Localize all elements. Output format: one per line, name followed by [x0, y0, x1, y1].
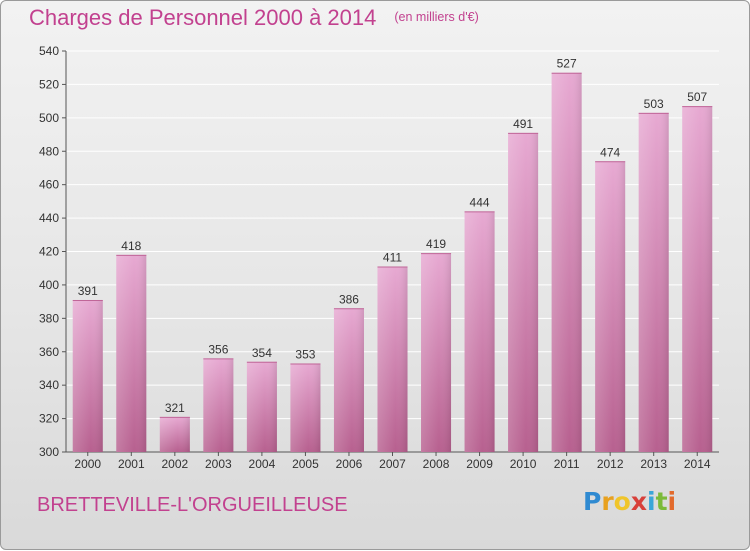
x-tick-label: 2000	[74, 457, 101, 471]
logo-letter: t	[655, 487, 668, 516]
data-label: 507	[687, 90, 707, 104]
bar-shading	[638, 112, 669, 452]
data-label: 474	[600, 145, 620, 159]
logo-letter: x	[630, 487, 647, 516]
logo-letter: o	[613, 487, 631, 516]
data-labels: 391 418 321 356 354 353 386 411 419 444 491 527 474 5…	[78, 57, 708, 415]
y-tick-label: 400	[39, 278, 59, 292]
x-tick-label: 2002	[161, 457, 188, 471]
x-tick-label: 2003	[205, 457, 232, 471]
x-tick-label: 2001	[118, 457, 145, 471]
bar-shading	[333, 308, 364, 452]
data-label: 419	[426, 237, 446, 251]
y-tick-label: 360	[39, 345, 59, 359]
data-label: 354	[252, 346, 272, 360]
data-label: 356	[208, 342, 228, 356]
y-tick-label: 320	[39, 412, 59, 426]
bar-shading	[290, 363, 321, 452]
y-tick-label: 300	[39, 445, 59, 459]
y-tick-label: 440	[39, 211, 59, 225]
x-tick-label: 2006	[336, 457, 363, 471]
data-label: 353	[295, 347, 315, 361]
x-tick-label: 2008	[423, 457, 450, 471]
y-tick-label: 540	[39, 44, 59, 58]
bars	[72, 72, 713, 453]
y-tick-label: 500	[39, 111, 59, 125]
title-block: Charges de Personnel 2000 à 2014 (en mil…	[29, 5, 479, 31]
data-label: 491	[513, 117, 533, 131]
logo-letter: i	[647, 487, 656, 516]
bar-shading	[464, 211, 495, 452]
y-tick-label: 520	[39, 77, 59, 91]
bar-shading	[682, 106, 713, 452]
y-tick-label: 340	[39, 378, 59, 392]
y-tick-label: 380	[39, 311, 59, 325]
data-label: 503	[644, 97, 664, 111]
chart-title: Charges de Personnel 2000 à 2014	[29, 5, 377, 30]
bar-shading	[72, 299, 103, 452]
data-label: 391	[78, 284, 98, 298]
x-tick-label: 2004	[249, 457, 276, 471]
bar-shading	[377, 266, 408, 452]
bar-shading	[551, 72, 582, 453]
x-tick-label: 2005	[292, 457, 319, 471]
y-tick-label: 480	[39, 144, 59, 158]
proxiti-logo[interactable]: Proxiti	[583, 487, 676, 516]
data-label: 321	[165, 401, 185, 415]
bar-shading	[421, 253, 452, 452]
data-label: 444	[470, 195, 490, 209]
bar-shading	[159, 416, 190, 452]
axes: 300 320 340 360 380 400 420 440 460 480 500 520 540 2…	[39, 44, 719, 471]
logo-letter: P	[583, 487, 602, 516]
chart-subtitle: (en milliers d'€)	[394, 10, 479, 24]
bar-shading	[246, 361, 277, 452]
bar-shading	[203, 358, 234, 452]
x-tick-label: 2010	[510, 457, 537, 471]
data-label: 386	[339, 292, 359, 306]
logo-letter: i	[667, 487, 677, 516]
data-label: 418	[121, 239, 141, 253]
x-tick-label: 2012	[597, 457, 624, 471]
x-tick-label: 2013	[640, 457, 667, 471]
y-tick-label: 420	[39, 245, 59, 259]
logo-letter: r	[601, 487, 614, 516]
data-label: 527	[557, 57, 577, 71]
x-tick-label: 2011	[554, 457, 580, 471]
bar-shading	[116, 254, 147, 452]
bar-shading	[508, 132, 539, 452]
data-label: 411	[383, 251, 402, 265]
commune-name: BRETTEVILLE-L'ORGUEILLEUSE	[37, 494, 348, 516]
x-tick-label: 2009	[466, 457, 493, 471]
bar-shading	[595, 161, 626, 452]
x-tick-label: 2014	[684, 457, 711, 471]
x-tick-label: 2007	[379, 457, 406, 471]
y-tick-label: 460	[39, 178, 59, 192]
